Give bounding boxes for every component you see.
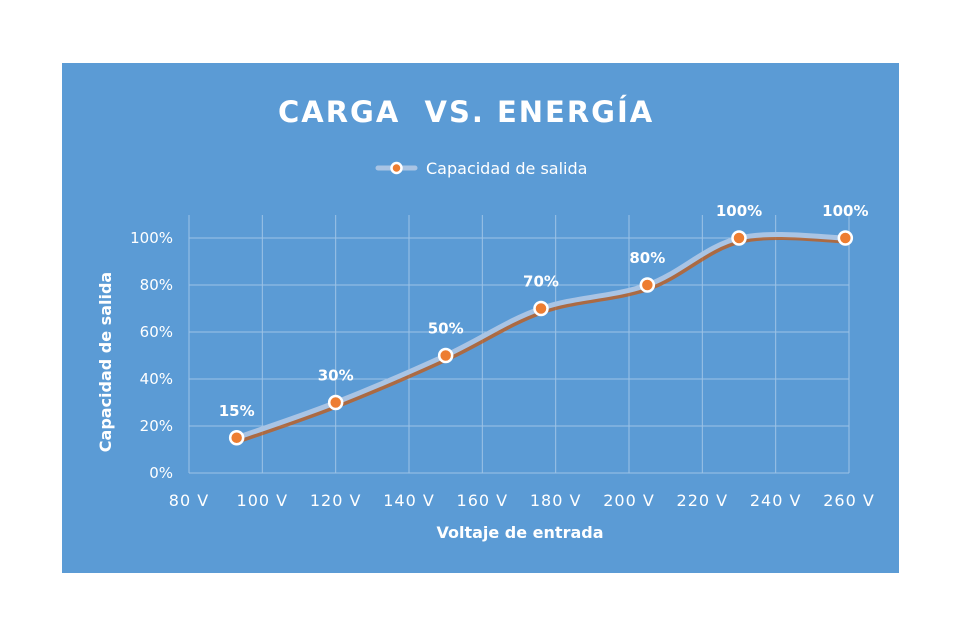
y-tick-label: 0% xyxy=(149,464,173,482)
x-tick-label: 100 V xyxy=(237,491,289,510)
legend-entry: Capacidad de salida xyxy=(426,159,587,178)
data-label: 50% xyxy=(428,320,464,338)
data-point xyxy=(533,300,549,317)
data-label: 15% xyxy=(219,402,255,420)
data-point xyxy=(327,394,344,411)
x-tick-label: 260 V xyxy=(823,491,875,510)
data-point xyxy=(837,230,854,246)
series: 15% 30% 50% 70% 80% 100% 100% xyxy=(219,202,869,446)
y-tick-label: 40% xyxy=(140,370,173,388)
x-tick-label: 160 V xyxy=(457,491,509,510)
data-label: 30% xyxy=(318,367,354,385)
series-line xyxy=(234,231,848,441)
data-label: 100% xyxy=(716,202,762,220)
chart-panel: CARGA VS. ENERGÍA Capacidad de salida 0%… xyxy=(62,63,899,573)
data-point xyxy=(437,347,454,364)
data-label: 100% xyxy=(822,202,868,220)
data-label: 80% xyxy=(629,249,665,267)
x-tick-label: 200 V xyxy=(603,491,655,510)
x-tick-label: 140 V xyxy=(383,491,435,510)
legend-marker-swatch xyxy=(390,161,403,175)
x-tick-label: 180 V xyxy=(530,491,582,510)
y-tick-label: 80% xyxy=(140,276,173,294)
x-axis-ticks: 80 V 100 V 120 V 140 V 160 V 180 V 200 V 220 V 2… xyxy=(169,491,875,510)
data-point xyxy=(228,430,245,446)
legend: Capacidad de salida xyxy=(375,159,587,178)
series-line-shadow xyxy=(236,234,850,444)
y-axis-ticks: 0% 20% 40% 60% 80% 100% xyxy=(130,229,173,482)
data-point xyxy=(731,230,747,246)
y-tick-label: 60% xyxy=(140,323,173,341)
x-tick-label: 80 V xyxy=(169,491,209,510)
gridlines xyxy=(188,215,850,474)
data-label: 70% xyxy=(523,273,559,291)
x-tick-label: 240 V xyxy=(750,491,802,510)
x-tick-label: 220 V xyxy=(677,491,729,510)
y-axis-title: Capacidad de salida xyxy=(96,272,115,452)
line-chart: CARGA VS. ENERGÍA Capacidad de salida 0%… xyxy=(96,95,875,542)
y-tick-label: 20% xyxy=(140,417,173,435)
x-tick-label: 120 V xyxy=(310,491,362,510)
chart-title: CARGA VS. ENERGÍA xyxy=(278,95,654,129)
data-point xyxy=(639,277,656,293)
y-tick-label: 100% xyxy=(130,229,173,247)
x-axis-title: Voltaje de entrada xyxy=(436,523,603,542)
